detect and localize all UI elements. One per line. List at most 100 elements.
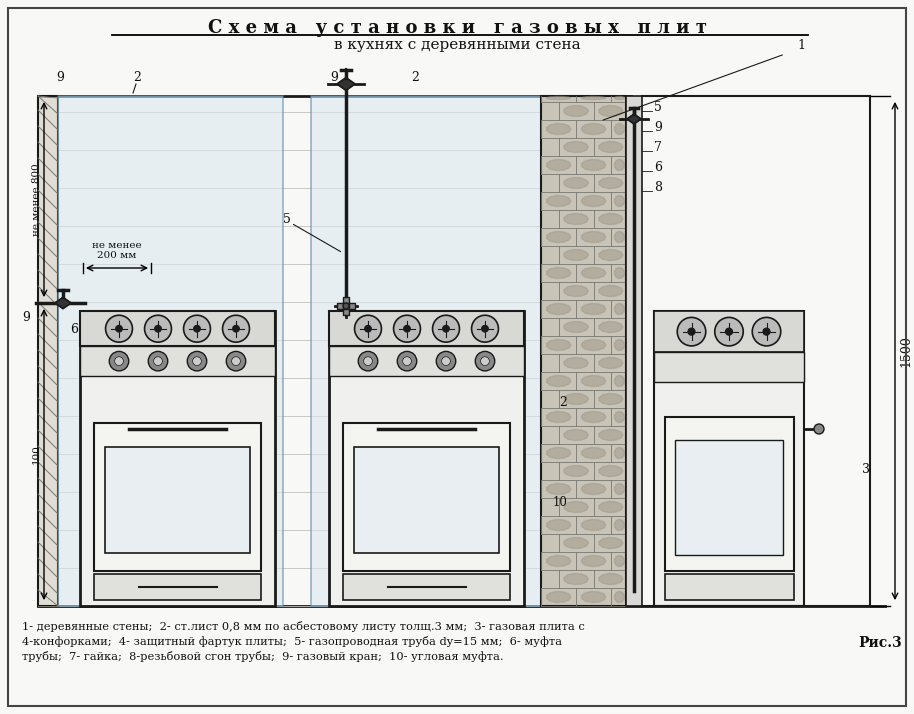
Polygon shape bbox=[581, 520, 606, 531]
Text: 4: 4 bbox=[702, 336, 710, 349]
Polygon shape bbox=[581, 196, 606, 206]
Text: 7: 7 bbox=[654, 141, 662, 154]
Polygon shape bbox=[564, 141, 589, 153]
Polygon shape bbox=[547, 520, 571, 531]
Bar bbox=[654, 311, 804, 606]
Polygon shape bbox=[547, 448, 571, 458]
Circle shape bbox=[231, 357, 240, 366]
Circle shape bbox=[715, 318, 743, 346]
Polygon shape bbox=[564, 538, 589, 548]
Polygon shape bbox=[581, 231, 606, 243]
Bar bbox=[626, 96, 642, 606]
Polygon shape bbox=[614, 196, 624, 206]
Text: 4: 4 bbox=[176, 383, 184, 396]
Text: 3: 3 bbox=[471, 536, 479, 549]
Polygon shape bbox=[614, 520, 624, 531]
Circle shape bbox=[365, 326, 371, 332]
Bar bbox=[93, 423, 261, 570]
Text: 9: 9 bbox=[22, 311, 30, 324]
Text: Рис.3: Рис.3 bbox=[858, 636, 902, 650]
Polygon shape bbox=[599, 573, 623, 585]
Circle shape bbox=[441, 357, 451, 366]
Polygon shape bbox=[614, 124, 624, 134]
Bar bbox=[311, 96, 541, 606]
Polygon shape bbox=[581, 124, 606, 134]
Polygon shape bbox=[547, 268, 571, 278]
Text: 5: 5 bbox=[283, 213, 291, 226]
Polygon shape bbox=[599, 141, 623, 153]
Polygon shape bbox=[614, 339, 624, 351]
Polygon shape bbox=[599, 286, 623, 296]
Text: 2: 2 bbox=[133, 71, 141, 84]
Polygon shape bbox=[614, 303, 624, 315]
Bar bbox=[675, 441, 783, 555]
Circle shape bbox=[394, 316, 420, 342]
Text: не менее
200 мм: не менее 200 мм bbox=[92, 241, 142, 260]
Text: в кухнях с деревянными стена: в кухнях с деревянными стена bbox=[334, 38, 580, 52]
Bar bbox=[80, 311, 275, 346]
Polygon shape bbox=[614, 231, 624, 243]
Polygon shape bbox=[564, 358, 589, 368]
Circle shape bbox=[432, 316, 460, 342]
Bar bbox=[80, 311, 275, 606]
Polygon shape bbox=[564, 106, 589, 116]
Bar bbox=[93, 573, 261, 600]
Polygon shape bbox=[547, 231, 571, 243]
Polygon shape bbox=[547, 159, 571, 171]
Circle shape bbox=[752, 318, 781, 346]
Circle shape bbox=[105, 316, 133, 342]
Text: 2: 2 bbox=[559, 396, 567, 409]
Circle shape bbox=[404, 326, 410, 332]
Circle shape bbox=[154, 326, 162, 332]
Polygon shape bbox=[547, 483, 571, 495]
Polygon shape bbox=[599, 538, 623, 548]
Polygon shape bbox=[599, 466, 623, 476]
Polygon shape bbox=[614, 591, 624, 603]
Bar bbox=[58, 96, 283, 606]
Text: трубы;  7- гайка;  8-резьбовой сгон трубы;  9- газовый кран;  10- угловая муфта.: трубы; 7- гайка; 8-резьбовой сгон трубы;… bbox=[22, 651, 504, 662]
Bar bbox=[329, 311, 524, 346]
Polygon shape bbox=[581, 96, 606, 99]
Text: 9: 9 bbox=[330, 71, 338, 84]
Bar bbox=[80, 346, 275, 376]
Circle shape bbox=[144, 316, 172, 342]
Polygon shape bbox=[564, 249, 589, 261]
Bar bbox=[104, 447, 250, 553]
Polygon shape bbox=[547, 96, 571, 99]
Circle shape bbox=[677, 318, 706, 346]
Polygon shape bbox=[599, 358, 623, 368]
Polygon shape bbox=[564, 178, 589, 188]
Circle shape bbox=[814, 424, 824, 434]
Polygon shape bbox=[564, 466, 589, 476]
Text: 10: 10 bbox=[553, 496, 568, 509]
Bar bbox=[329, 346, 524, 376]
Polygon shape bbox=[614, 483, 624, 495]
Bar bbox=[541, 96, 626, 606]
Circle shape bbox=[233, 326, 239, 332]
Text: 1- деревянные стены;  2- ст.лист 0,8 мм по асбестовому листу толщ.3 мм;  3- газо: 1- деревянные стены; 2- ст.лист 0,8 мм п… bbox=[22, 621, 585, 632]
Text: 4: 4 bbox=[431, 404, 439, 417]
Polygon shape bbox=[564, 213, 589, 224]
Circle shape bbox=[110, 351, 129, 371]
Polygon shape bbox=[581, 591, 606, 603]
Text: 6: 6 bbox=[70, 323, 78, 336]
Polygon shape bbox=[599, 501, 623, 513]
Polygon shape bbox=[581, 339, 606, 351]
Circle shape bbox=[442, 326, 450, 332]
Polygon shape bbox=[599, 178, 623, 188]
Polygon shape bbox=[564, 429, 589, 441]
Circle shape bbox=[114, 357, 123, 366]
Polygon shape bbox=[547, 303, 571, 315]
Bar bbox=[38, 96, 58, 606]
Polygon shape bbox=[564, 321, 589, 333]
Circle shape bbox=[154, 357, 163, 366]
Circle shape bbox=[227, 351, 246, 371]
Circle shape bbox=[355, 316, 381, 342]
Bar bbox=[337, 303, 343, 309]
Circle shape bbox=[402, 357, 411, 366]
Polygon shape bbox=[581, 483, 606, 495]
Bar bbox=[329, 311, 524, 606]
Polygon shape bbox=[599, 429, 623, 441]
Circle shape bbox=[482, 326, 488, 332]
Circle shape bbox=[436, 351, 456, 371]
